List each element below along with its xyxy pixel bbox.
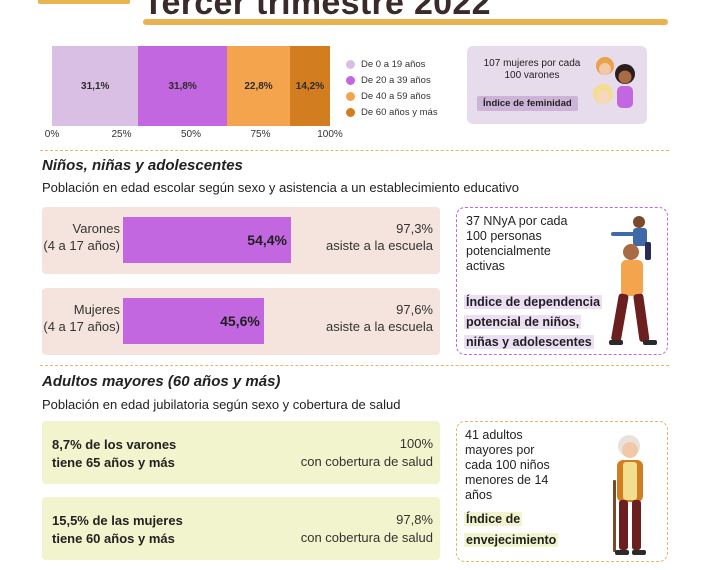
legend-label: De 60 años y más	[361, 106, 438, 118]
title-underline	[143, 19, 668, 25]
axis-tick-label: 50%	[180, 129, 202, 140]
age-bar-segment: 14,2%	[290, 46, 330, 126]
school-row-mujeres: Mujeres (4 a 17 años) 45,6% 97,6% asiste…	[42, 288, 440, 355]
aging-index-text: 41 adultos mayores por cada 100 niños me…	[465, 428, 550, 502]
axis-tick-label: 25%	[111, 129, 132, 140]
page-title: Tercer trimestre 2022	[143, 0, 491, 22]
elderly-share: 8,7% de los varones tiene 65 años y más	[52, 437, 177, 470]
dependency-index-text: 37 NNyA por cada 100 personas potencialm…	[466, 214, 568, 273]
age-bar-segment: 22,8%	[226, 46, 291, 126]
health-coverage-info: 100% con cobertura de salud	[300, 436, 433, 469]
age-distribution-chart: 31,1% 31,8% 22,8% 14,2%	[52, 46, 330, 126]
feminity-index-label: Índice de feminidad	[477, 96, 578, 111]
axis-tick-label: 100%	[317, 129, 343, 140]
legend-label: De 40 a 59 años	[361, 90, 431, 102]
axis-tick-label: 75%	[250, 129, 271, 140]
section-title-adultos: Adultos mayores (60 años y más)	[42, 373, 281, 390]
school-row-varones: Varones (4 a 17 años) 54,4% 97,3% asiste…	[42, 207, 440, 274]
row-label: Varones (4 a 17 años)	[43, 221, 120, 253]
share-bar: 54,4%	[123, 217, 291, 263]
father-child-illustration	[609, 216, 657, 345]
legend-item: De 0 a 19 años	[346, 56, 438, 72]
section-divider	[40, 365, 669, 366]
age-bar-value-label: 31,8%	[168, 80, 197, 92]
women-illustration	[593, 57, 635, 120]
health-coverage-info: 97,8% con cobertura de salud	[300, 512, 433, 545]
share-bar-value: 54,4%	[247, 232, 287, 248]
axis-tick-label: 0%	[44, 129, 60, 140]
legend-label: De 0 a 19 años	[361, 58, 426, 70]
legend-item: De 60 años y más	[346, 104, 438, 120]
legend-item: De 20 a 39 años	[346, 72, 438, 88]
attendance-info: 97,3% asiste a la escuela	[326, 221, 433, 253]
elderly-row-varones: 8,7% de los varones tiene 65 años y más …	[42, 421, 440, 484]
legend-swatch	[346, 75, 355, 85]
row-label: Mujeres (4 a 17 años)	[43, 302, 120, 334]
aging-index-card: 41 adultos mayores por cada 100 niños me…	[456, 421, 668, 562]
elderly-row-mujeres: 15,5% de las mujeres tiene 60 años y más…	[42, 497, 440, 560]
feminity-index-text: 107 mujeres por cada 100 varones	[483, 58, 581, 81]
section-title-ninos: Niños, niñas y adolescentes	[42, 157, 243, 174]
legend-label: De 20 a 39 años	[361, 74, 431, 86]
share-bar: 45,6%	[123, 298, 264, 344]
legend-item: De 40 a 59 años	[346, 88, 438, 104]
section-subtitle-ninos: Población en edad escolar según sexo y a…	[42, 180, 519, 195]
elderly-man-illustration	[613, 435, 646, 555]
share-bar-value: 45,6%	[220, 313, 260, 329]
age-bar-segment: 31,8%	[138, 46, 227, 126]
legend-swatch	[346, 107, 355, 117]
feminity-index-card: 107 mujeres por cada 100 varones Índice …	[467, 46, 647, 124]
dependency-index-card: 37 NNyA por cada 100 personas potencialm…	[456, 207, 668, 355]
section-subtitle-adultos: Población en edad jubilatoria según sexo…	[42, 397, 401, 412]
people-group-illustration	[38, 0, 130, 22]
elderly-share: 15,5% de las mujeres tiene 60 años y más	[52, 513, 183, 546]
aging-index-label: Índice de envejecimiento	[464, 512, 559, 547]
dependency-index-label: Índice de dependencia potencial de niños…	[464, 295, 603, 349]
age-legend: De 0 a 19 años De 20 a 39 años De 40 a 59 …	[346, 56, 438, 120]
age-bar-segment: 31,1%	[52, 46, 139, 126]
age-bar-value-label: 22,8%	[244, 80, 273, 92]
attendance-info: 97,6% asiste a la escuela	[326, 302, 433, 334]
section-divider	[40, 150, 669, 151]
age-bar-value-label: 31,1%	[81, 80, 110, 92]
legend-swatch	[346, 59, 355, 69]
age-bar-value-label: 14,2%	[295, 80, 325, 92]
legend-swatch	[346, 91, 355, 101]
